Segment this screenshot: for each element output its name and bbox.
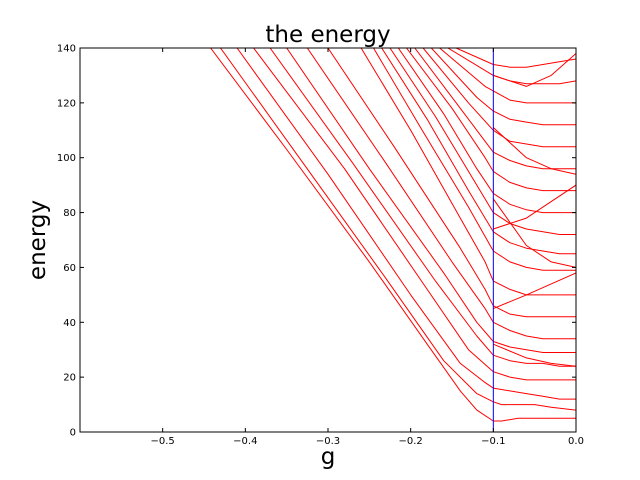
energy-level-line-23 bbox=[493, 272, 576, 310]
energy-level-line-4 bbox=[253, 48, 576, 381]
x-tick-label: 0.0 bbox=[568, 436, 584, 447]
energy-level-line-1 bbox=[210, 48, 576, 422]
energy-level-line-5 bbox=[269, 48, 576, 367]
x-tick-label: −0.3 bbox=[316, 436, 340, 447]
y-tick-label: 40 bbox=[63, 318, 76, 329]
x-tick-label: −0.4 bbox=[233, 436, 257, 447]
energy-level-line-25 bbox=[493, 343, 576, 367]
y-tick-label: 0 bbox=[70, 428, 76, 439]
energy-level-line-14 bbox=[406, 48, 576, 192]
y-tick-label: 120 bbox=[57, 98, 76, 109]
energy-level-line-10 bbox=[373, 48, 576, 271]
y-axis: 0 20 40 60 80 100 120 140 bbox=[57, 44, 576, 439]
x-axis: −0.5 −0.4 −0.3 −0.2 −0.1 0.0 bbox=[151, 48, 584, 447]
energy-level-line-24 bbox=[493, 53, 576, 87]
chart-title: the energy bbox=[265, 22, 390, 48]
energy-level-line-11 bbox=[381, 48, 576, 255]
energy-level-line-7 bbox=[306, 48, 576, 340]
energy-level-line-15 bbox=[414, 48, 576, 170]
x-axis-label: g bbox=[321, 444, 336, 470]
energy-level-line-21 bbox=[492, 198, 576, 268]
y-tick-label: 80 bbox=[63, 208, 76, 219]
y-tick-label: 100 bbox=[57, 153, 76, 164]
energy-level-line-9 bbox=[360, 48, 576, 296]
y-axis-label: energy bbox=[25, 200, 51, 280]
x-tick-label: −0.2 bbox=[399, 436, 423, 447]
energy-level-line-3 bbox=[236, 48, 576, 400]
energy-level-line-18 bbox=[439, 48, 576, 104]
series-group bbox=[210, 48, 576, 422]
x-tick-label: −0.1 bbox=[481, 436, 505, 447]
y-tick-label: 140 bbox=[57, 44, 76, 55]
x-tick-label: −0.5 bbox=[151, 436, 175, 447]
energy-level-line-13 bbox=[397, 48, 576, 214]
y-tick-label: 20 bbox=[63, 373, 76, 384]
energy-level-line-8 bbox=[327, 48, 576, 318]
energy-level-line-17 bbox=[430, 48, 576, 126]
energy-level-line-16 bbox=[422, 48, 576, 148]
energy-level-line-22 bbox=[493, 184, 576, 230]
energy-level-line-6 bbox=[286, 48, 576, 353]
energy-level-line-26 bbox=[492, 127, 576, 175]
y-tick-label: 60 bbox=[63, 263, 76, 274]
